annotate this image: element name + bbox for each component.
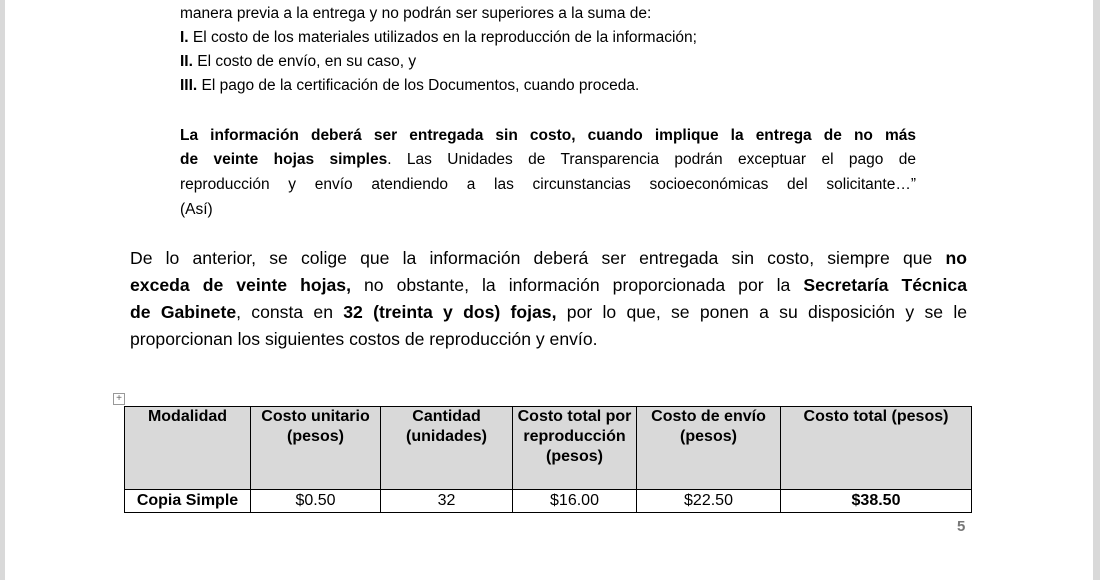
text-run: exceda de veinte hojas, [130,275,351,295]
cell-cantidad: 32 [380,489,513,513]
cell-costo-envio: $22.50 [636,489,781,513]
text-run: III. [180,77,198,94]
text-line: de veinte hojas simples. Las Unidades de… [180,148,916,172]
text-line: proporcionan los siguientes costos de re… [130,326,967,353]
header-cell: Costo de envío (pesos) [636,406,781,490]
text-line: reproducción y envío atendiendo a las ci… [180,173,916,197]
header-cell: Costo total por reproducción (pesos) [512,406,637,490]
text-run: (Así) [180,201,213,218]
text-run: reproducción y envío atendiendo a las ci… [180,176,916,193]
cost-table: Modalidad Costo unitario (pesos) Cantida… [124,406,972,513]
text-run: I. [180,29,189,46]
table-row: Copia Simple $0.50 32 $16.00 $22.50 $38.… [124,489,972,513]
text-run: manera previa a la entrega y no podrán s… [180,5,652,22]
text-line: manera previa a la entrega y no podrán s… [180,2,916,26]
text-run: El costo de los materiales utilizados en… [188,29,697,46]
document-page: manera previa a la entrega y no podrán s… [5,0,1093,580]
text-run: de veinte hojas simples [180,151,388,168]
text-run: La información deberá ser entregada sin … [180,127,916,144]
text-line: De lo anterior, se colige que la informa… [130,245,967,272]
text-run: El pago de la certificación de los Docum… [197,77,640,94]
text-run: , consta en [236,302,344,322]
text-run: Secretaría Técnica [803,275,968,295]
text-line: III. El pago de la certificación de los … [180,74,916,98]
text-run: II. [180,53,193,70]
text-run: De lo anterior, se colige que la informa… [130,248,946,268]
text-run: proporcionan los siguientes costos de re… [130,329,598,349]
table-header-row: Modalidad Costo unitario (pesos) Cantida… [124,406,972,490]
text-run: no [945,248,968,268]
text-run: por lo que, se ponen a su disposición y … [556,302,968,322]
text-line: exceda de veinte hojas, no obstante, la … [130,272,967,299]
cell-modalidad: Copia Simple [124,489,251,513]
text-run: no obstante, la información proporcionad… [350,275,804,295]
table-move-handle-icon[interactable]: + [113,393,125,405]
header-cell: Modalidad [124,406,251,490]
text-run: de Gabinete [130,302,237,322]
header-cell: Costo total (pesos) [780,406,972,490]
header-cell: Costo unitario (pesos) [250,406,381,490]
header-cell: Cantidad (unidades) [380,406,513,490]
text-run: 32 (treinta y dos) fojas, [343,302,557,322]
page-number: 5 [957,518,966,535]
text-run: . Las Unidades de Transparencia podrán e… [387,151,916,168]
text-line: La información deberá ser entregada sin … [180,124,916,148]
text-line: de Gabinete, consta en 32 (treinta y dos… [130,299,967,326]
text-line: I. El costo de los materiales utilizados… [180,26,916,50]
cell-costo-unitario: $0.50 [250,489,381,513]
text-line: (Así) [180,198,916,222]
text-line: II. El costo de envío, en su caso, y [180,50,916,74]
cell-costo-total: $38.50 [780,489,972,513]
text-run: El costo de envío, en su caso, y [192,53,417,70]
cell-costo-reproduccion: $16.00 [512,489,637,513]
